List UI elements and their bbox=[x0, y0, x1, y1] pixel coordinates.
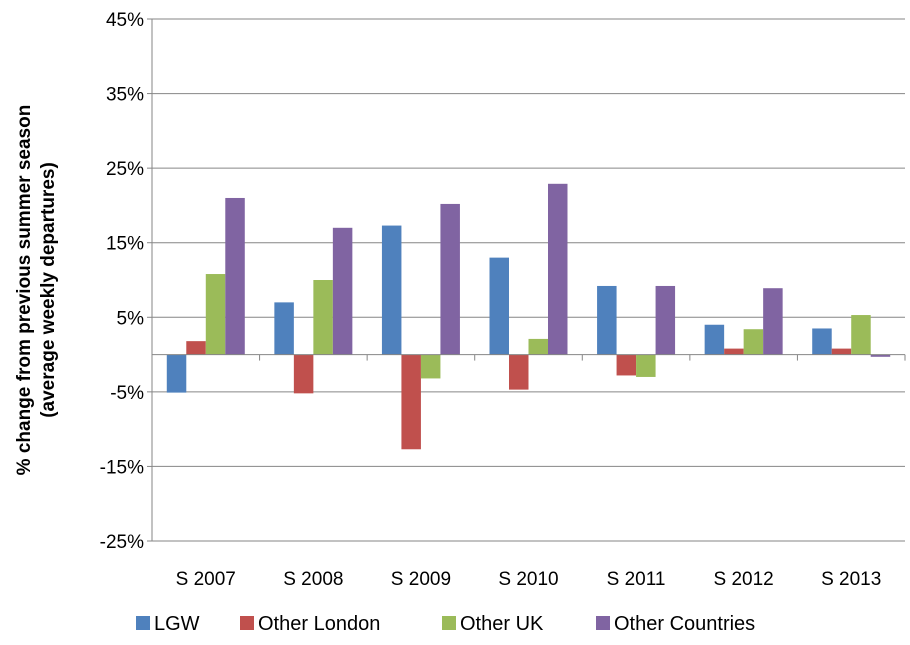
bar-other-london bbox=[509, 354, 529, 390]
y-tick-label: 15% bbox=[106, 234, 144, 255]
bar-other-countries bbox=[440, 203, 460, 355]
y-tick-label: 5% bbox=[117, 308, 145, 329]
y-tick-label: 45% bbox=[106, 10, 144, 31]
bar-other-uk bbox=[420, 354, 441, 379]
bar-other-london bbox=[293, 354, 314, 394]
y-tick-label: -5% bbox=[110, 383, 144, 404]
y-axis-label-line-2: (average weekly departures) bbox=[38, 162, 59, 418]
legend-swatch bbox=[136, 616, 150, 630]
x-tick-label: S 2008 bbox=[283, 569, 343, 590]
bar-other-uk bbox=[528, 338, 548, 355]
bar-lgw bbox=[166, 354, 187, 393]
bar-other-uk bbox=[636, 354, 656, 377]
y-tick-label: 35% bbox=[106, 85, 144, 106]
y-tick-label: -15% bbox=[100, 457, 144, 478]
bar-lgw bbox=[274, 302, 294, 355]
bar-other-countries bbox=[225, 197, 245, 355]
legend-label: Other Countries bbox=[614, 613, 755, 635]
x-tick-label: S 2010 bbox=[498, 569, 558, 590]
gridlines bbox=[152, 18, 905, 542]
axes bbox=[147, 18, 906, 542]
bar-other-countries bbox=[332, 227, 353, 355]
bar-other-countries bbox=[548, 183, 568, 355]
bar-lgw bbox=[597, 285, 617, 355]
bar-other-london bbox=[724, 348, 744, 355]
legend-label: Other UK bbox=[460, 613, 544, 635]
y-axis-tick-labels: 45% 35% 25% 15% 5% -5% -15% -25% bbox=[100, 10, 144, 553]
legend: LGW Other London Other UK Other Countries bbox=[136, 613, 755, 635]
x-tick-label: S 2009 bbox=[391, 569, 451, 590]
y-tick-label: -25% bbox=[100, 532, 144, 553]
bar-lgw bbox=[812, 328, 832, 355]
legend-swatch bbox=[240, 616, 254, 630]
y-axis-label-line-1: % change from previous summer season bbox=[14, 105, 35, 476]
bar-other-uk bbox=[205, 274, 226, 355]
bar-other-london bbox=[616, 354, 637, 376]
bars bbox=[166, 183, 891, 450]
bar-other-london bbox=[186, 341, 206, 355]
bar-other-uk bbox=[851, 315, 871, 355]
legend-swatch bbox=[442, 616, 456, 630]
y-tick-label: 25% bbox=[106, 159, 144, 180]
bar-other-countries bbox=[655, 285, 676, 355]
x-tick-label: S 2012 bbox=[714, 569, 774, 590]
legend-label: Other London bbox=[258, 613, 380, 635]
bar-other-countries bbox=[870, 354, 891, 357]
x-tick-label: S 2007 bbox=[176, 569, 236, 590]
legend-swatch bbox=[596, 616, 610, 630]
bar-other-london bbox=[831, 348, 852, 355]
x-axis-tick-labels: S 2007 S 2008 S 2009 S 2010 S 2011 S 2012 S 20… bbox=[176, 569, 882, 590]
x-tick-label: S 2013 bbox=[821, 569, 881, 590]
bar-other-countries bbox=[763, 288, 783, 355]
x-tick-label: S 2011 bbox=[607, 569, 666, 590]
bar-other-london bbox=[401, 354, 421, 450]
bar-other-uk bbox=[313, 280, 333, 355]
bar-other-uk bbox=[743, 329, 764, 355]
bar-lgw bbox=[381, 225, 402, 355]
bar-lgw bbox=[489, 257, 509, 355]
bar-lgw bbox=[704, 324, 725, 355]
legend-label: LGW bbox=[154, 613, 200, 635]
